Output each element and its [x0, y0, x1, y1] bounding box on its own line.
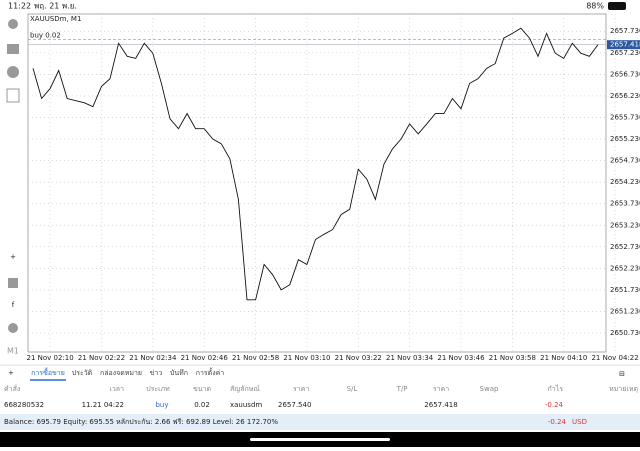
add-button[interactable]: + — [8, 369, 14, 377]
function-icon[interactable]: f — [12, 301, 15, 309]
cell-type: buy — [155, 401, 168, 409]
column-header: ราคา — [293, 385, 309, 393]
tab[interactable]: ข่าว — [150, 369, 163, 377]
crosshair-icon[interactable]: + — [10, 253, 16, 261]
x-tick-label: 21 Nov 02:10 — [27, 354, 74, 362]
account-summary: Balance: 695.79 Equity: 695.55 หลักประกั… — [4, 418, 278, 426]
x-tick-label: 21 Nov 02:58 — [232, 354, 279, 362]
column-header: หมายเหตุ — [609, 385, 638, 393]
x-tick-label: 21 Nov 02:22 — [78, 354, 125, 362]
battery-icon — [608, 2, 626, 10]
timeframe[interactable]: M1 — [7, 347, 19, 356]
cell-price: 2657.418 — [424, 401, 457, 409]
tab[interactable]: การซื้อขาย — [31, 366, 65, 377]
x-tick-label: 21 Nov 04:10 — [540, 354, 587, 362]
chart-title: XAUUSDm, M1 — [30, 15, 81, 23]
y-tick-label: 2656.730 — [610, 70, 640, 78]
total-profit: -0.24 — [548, 418, 567, 426]
x-tick-label: 21 Nov 03:34 — [386, 354, 434, 362]
y-tick-label: 2657.230 — [610, 49, 640, 57]
cell-order[interactable]: 668280532 — [4, 401, 44, 409]
x-tick-label: 21 Nov 04:22 — [591, 354, 638, 362]
objects-icon[interactable] — [8, 323, 18, 333]
battery: 88% — [586, 2, 604, 11]
add-icon[interactable] — [6, 88, 20, 103]
x-tick-label: 21 Nov 03:58 — [489, 354, 536, 362]
y-tick-label: 2654.730 — [610, 157, 640, 165]
home-indicator — [250, 438, 390, 441]
tab[interactable]: การตั้งค่า — [196, 366, 225, 377]
y-tick-label: 2653.730 — [610, 200, 640, 208]
column-header: T/P — [396, 385, 408, 393]
y-tick-label: 2655.230 — [610, 135, 640, 143]
y-tick-label: 2650.730 — [610, 329, 640, 337]
tab[interactable]: ประวัติ — [72, 369, 93, 377]
trade-icon[interactable] — [7, 44, 19, 54]
currency: USD — [572, 418, 587, 426]
bid-tag — [607, 40, 640, 50]
x-tick-label: 21 Nov 03:10 — [283, 354, 330, 362]
cell-size: 0.02 — [194, 401, 210, 409]
y-tick-label: 2651.230 — [610, 307, 640, 315]
status-date: พฤ. 21 พ.ย. — [34, 2, 77, 11]
bid-label: 2657.418 — [610, 41, 640, 49]
x-tick-label: 21 Nov 03:46 — [437, 354, 485, 362]
y-tick-label: 2652.230 — [610, 264, 640, 272]
column-header: กำไร — [548, 384, 564, 393]
cell-symbol: xauusdm — [230, 401, 262, 409]
x-tick-label: 21 Nov 02:46 — [181, 354, 229, 362]
column-header: ขนาด — [193, 385, 211, 393]
cell-time: 11.21 04:22 — [82, 401, 124, 409]
order-label: buy 0.02 — [30, 31, 61, 39]
tab[interactable]: กล่องจดหมาย — [100, 369, 142, 377]
y-tick-label: 2656.230 — [610, 92, 640, 100]
account-icon[interactable] — [8, 19, 18, 29]
y-tick-label: 2657.730 — [610, 27, 640, 35]
price-line — [32, 27, 599, 301]
layout-icon[interactable]: ⊟ — [619, 370, 625, 378]
y-tick-label: 2654.230 — [610, 178, 640, 186]
column-header: Swap — [480, 385, 499, 393]
status-time: 11:22 — [8, 2, 31, 11]
column-header: ราคา — [433, 385, 449, 393]
plot-frame — [27, 13, 607, 353]
cell-profit: -0.24 — [545, 401, 564, 409]
indicator-icon[interactable] — [8, 278, 18, 288]
column-header: ประเภท — [146, 385, 170, 393]
x-tick-label: 21 Nov 02:34 — [129, 354, 177, 362]
column-header: S/L — [347, 385, 358, 393]
y-tick-label: 2655.730 — [610, 113, 640, 121]
cell-open-price: 2657.540 — [278, 401, 311, 409]
column-header: คำสั่ง — [4, 384, 20, 393]
y-tick-label: 2651.730 — [610, 286, 640, 294]
tab[interactable]: บันทึก — [170, 368, 188, 377]
x-tick-label: 21 Nov 03:22 — [335, 354, 382, 362]
y-tick-label: 2652.730 — [610, 243, 640, 251]
chat-icon[interactable] — [7, 66, 19, 78]
y-tick-label: 2653.230 — [610, 221, 640, 229]
column-header: เวลา — [109, 385, 124, 393]
footer-bar — [0, 414, 640, 430]
column-header: สัญลักษณ์ — [230, 385, 260, 393]
